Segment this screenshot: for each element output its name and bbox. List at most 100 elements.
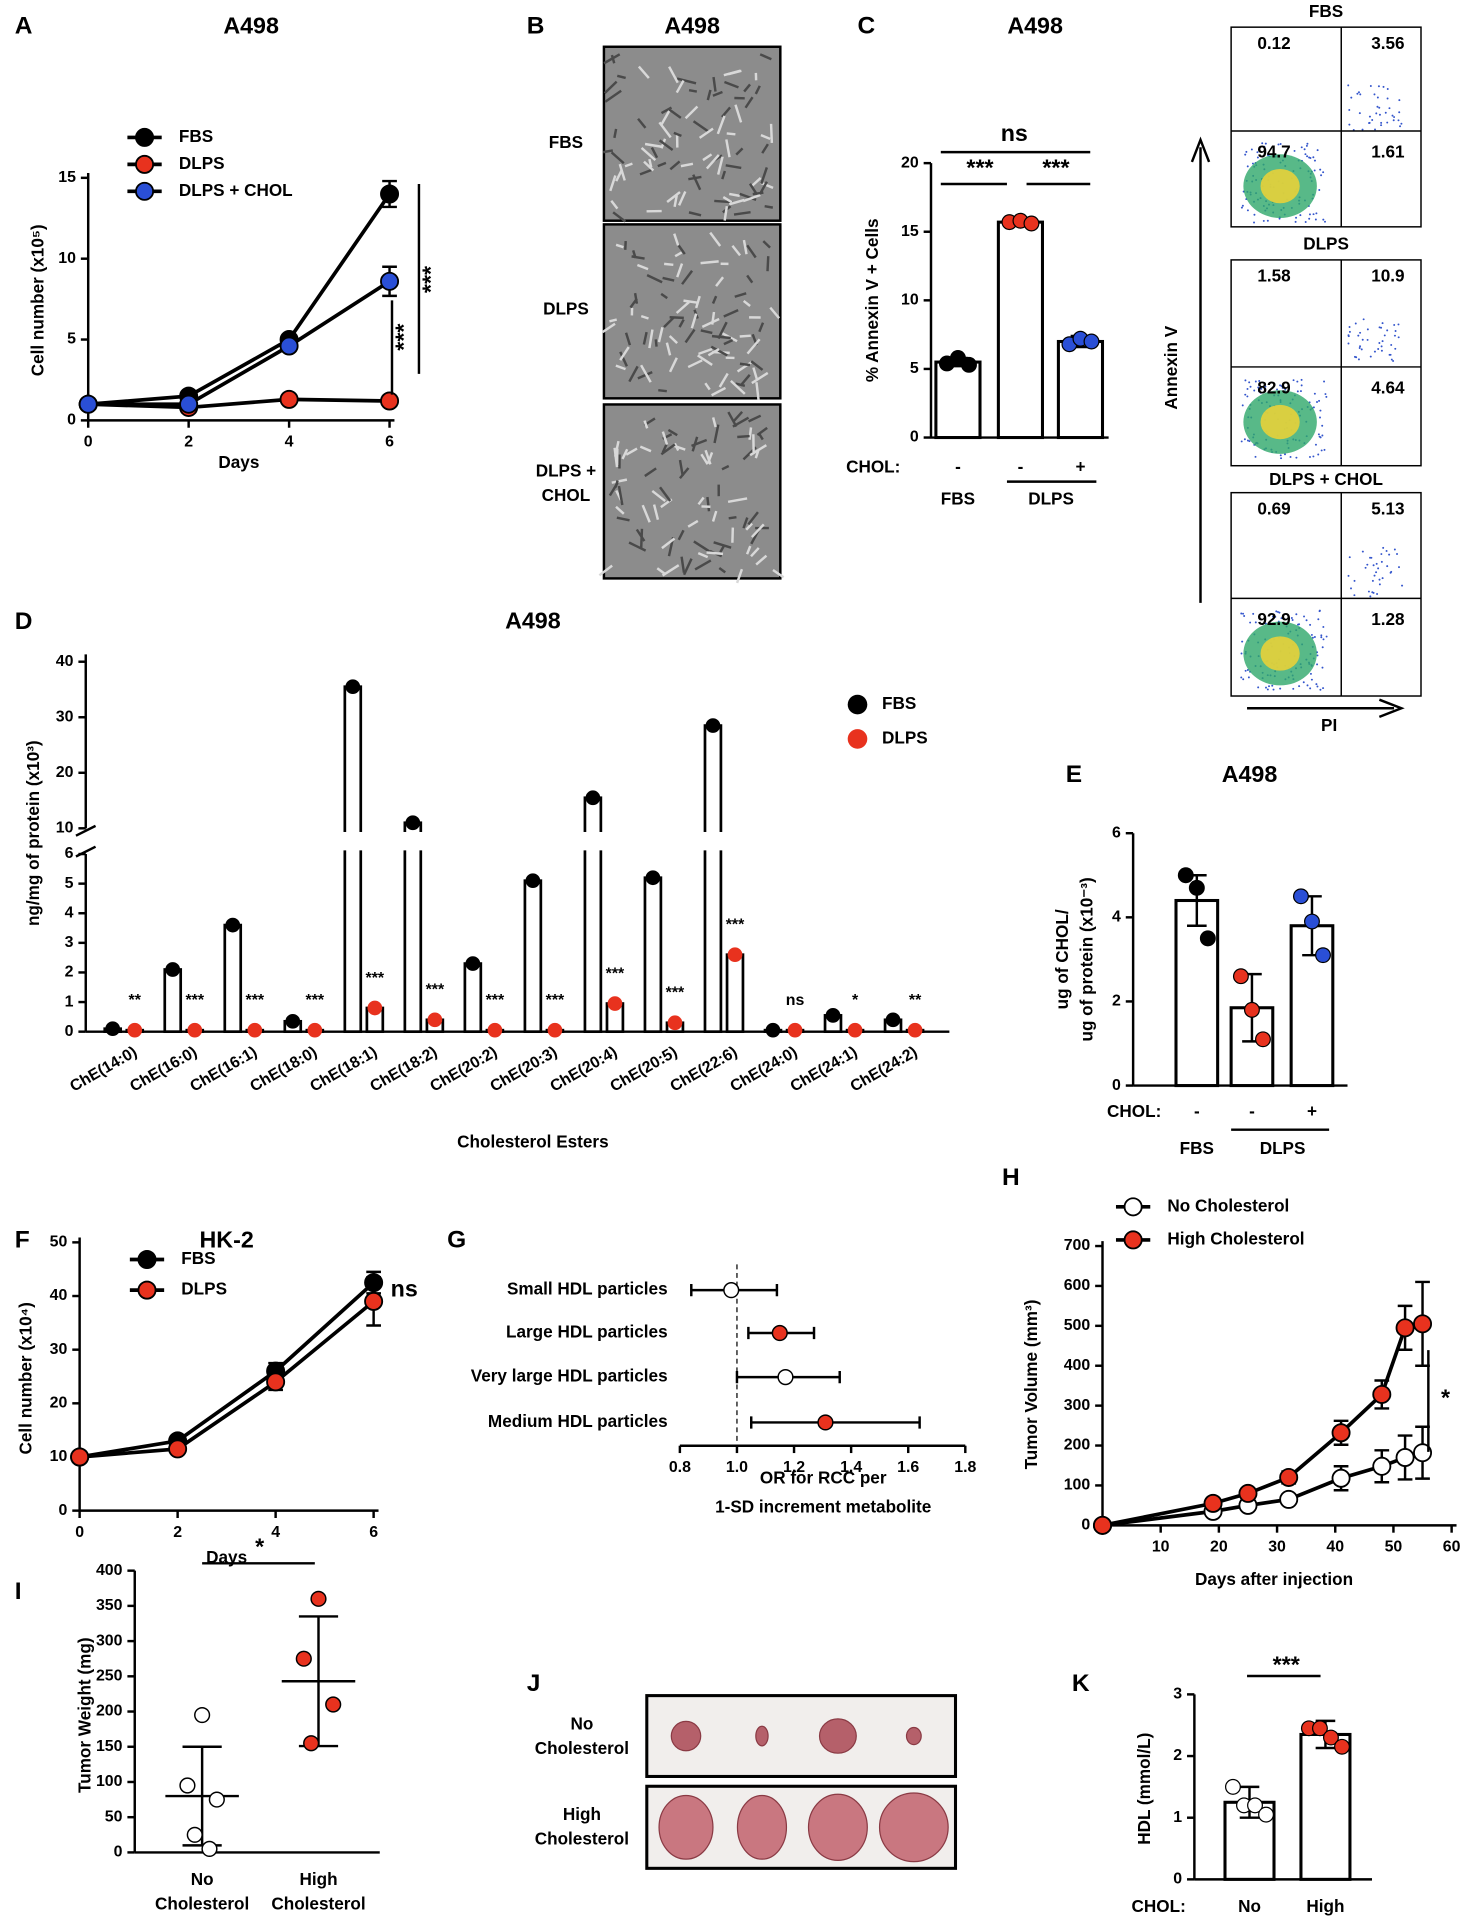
cell	[694, 559, 712, 571]
cell	[661, 537, 676, 550]
event	[1378, 342, 1381, 344]
y-tick-label: 200	[1064, 1437, 1091, 1454]
panel-letter: K	[1072, 1670, 1090, 1697]
data-point	[303, 1735, 320, 1752]
event	[1295, 613, 1298, 616]
event	[1249, 621, 1252, 624]
event	[1278, 217, 1281, 220]
event	[1305, 144, 1308, 147]
cell	[694, 295, 701, 309]
event	[1299, 214, 1302, 217]
data-point	[885, 1012, 901, 1028]
cell	[721, 106, 732, 118]
data-point	[1199, 930, 1216, 947]
cell	[669, 160, 681, 171]
y-tick-label: 50	[50, 1234, 68, 1251]
event	[1322, 687, 1325, 690]
cell	[726, 132, 736, 136]
x-tick-label: 6	[369, 1524, 378, 1541]
x-tick-label: 50	[1385, 1539, 1403, 1556]
event	[1252, 612, 1255, 615]
panel-letter: A	[15, 13, 33, 40]
data-point	[547, 1022, 563, 1038]
event	[1380, 124, 1383, 127]
quadrant-value: 0.69	[1257, 498, 1290, 518]
event	[1315, 683, 1318, 686]
annotation: *	[255, 1534, 265, 1560]
event	[1297, 623, 1300, 626]
event	[1281, 386, 1284, 389]
event	[1320, 449, 1323, 452]
y-tick-label: 250	[96, 1668, 123, 1685]
cell	[692, 174, 702, 191]
event	[1303, 148, 1306, 151]
cell	[735, 568, 744, 584]
cell	[745, 545, 752, 555]
y-tick-label: 350	[96, 1597, 123, 1614]
event	[1300, 378, 1303, 381]
cell	[725, 139, 731, 158]
cell	[603, 149, 614, 154]
data-point	[208, 1791, 225, 1808]
event	[1298, 685, 1301, 688]
event	[1381, 577, 1384, 580]
event	[1268, 685, 1270, 688]
event	[1373, 93, 1376, 96]
data-point	[1232, 968, 1249, 985]
event	[1271, 684, 1274, 687]
cell	[755, 382, 760, 400]
event	[1392, 119, 1395, 122]
event	[1241, 204, 1244, 207]
cell	[619, 351, 628, 367]
data-point	[279, 336, 299, 356]
event	[1309, 623, 1312, 626]
event	[1251, 162, 1254, 165]
image-label: High	[563, 1804, 601, 1824]
legend-label: DLPS	[179, 153, 225, 173]
event	[1246, 439, 1249, 442]
cell	[733, 210, 751, 216]
series-line	[79, 1299, 375, 1459]
y-tick-label: 4	[65, 904, 74, 921]
event	[1383, 334, 1386, 337]
y-tick-label: 150	[96, 1738, 123, 1755]
cell	[641, 504, 651, 523]
cell	[745, 522, 753, 531]
x-prefix: CHOL:	[1107, 1101, 1161, 1121]
data-point	[1023, 215, 1040, 232]
group-label: FBS	[1180, 1138, 1214, 1158]
tumor	[755, 1725, 769, 1747]
cell	[705, 154, 720, 170]
cell	[688, 89, 698, 93]
y-tick-label: 4	[1112, 909, 1121, 926]
cell	[757, 432, 764, 441]
event	[1253, 389, 1256, 392]
event	[1256, 151, 1259, 154]
data-point	[78, 394, 98, 414]
cell	[618, 163, 626, 181]
cell	[615, 243, 624, 249]
x-axis-label: Days	[206, 1547, 247, 1567]
cell	[625, 447, 638, 456]
data-point	[1372, 1456, 1392, 1476]
event	[1311, 636, 1314, 639]
bar-break	[342, 831, 364, 851]
x-tick-label: 0	[84, 434, 93, 451]
significance-label: ***	[366, 970, 385, 987]
event	[1284, 453, 1286, 456]
cell	[601, 322, 616, 334]
event	[1266, 688, 1269, 691]
data-point	[487, 1022, 503, 1038]
event	[1291, 619, 1294, 621]
cell	[766, 256, 770, 272]
legend-label: FBS	[181, 1248, 215, 1268]
legend-marker	[1123, 1197, 1143, 1217]
y-tick-label: 15	[901, 223, 919, 240]
y-tick-label: 0	[59, 1502, 68, 1519]
legend-label: FBS	[882, 693, 916, 713]
cell	[657, 327, 664, 343]
event	[1275, 610, 1278, 613]
panel-letter: B	[527, 13, 545, 40]
cell	[631, 255, 645, 260]
bar	[403, 821, 423, 1034]
